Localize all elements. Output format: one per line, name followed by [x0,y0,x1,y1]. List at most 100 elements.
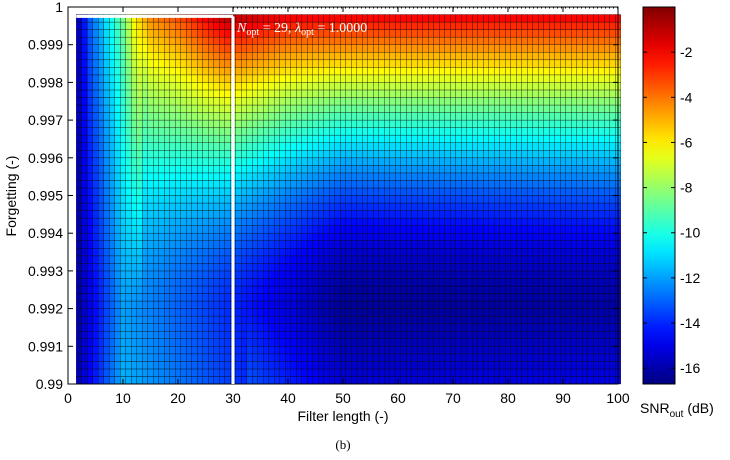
heatmap-cell [428,293,434,302]
heatmap-cell [296,293,302,302]
heatmap-cell [252,157,258,166]
heatmap-cell [120,51,126,61]
heatmap-cell [136,82,143,91]
heatmap-cell [373,225,379,234]
heatmap-cell [400,361,407,370]
heatmap-cell [208,127,214,136]
heatmap-cell [307,217,313,226]
heatmap-cell [340,368,346,377]
heatmap-cell [549,232,555,241]
heatmap-cell [406,51,412,61]
heatmap-cell [213,353,220,362]
heatmap-cell [296,165,302,174]
heatmap-cell [257,180,264,189]
heatmap-cell [538,165,544,174]
heatmap-cell [532,255,539,264]
heatmap-cell [417,248,423,257]
heatmap-cell [334,187,341,196]
heatmap-cell [98,217,104,226]
heatmap-cell [505,368,511,377]
heatmap-cell [131,323,137,332]
heatmap-cell [235,300,242,309]
heatmap-cell [241,232,247,241]
heatmap-cell [433,36,440,45]
heatmap-cell [202,376,209,385]
heatmap-cell [439,346,445,355]
heatmap-cell [252,217,258,226]
heatmap-cell [395,127,401,136]
heatmap-cell [136,232,143,241]
heatmap-cell [81,376,88,385]
heatmap-cell [587,82,594,91]
heatmap-cell [158,353,165,362]
heatmap-cell [153,255,159,264]
heatmap-cell [373,293,379,302]
heatmap-cell [246,240,253,249]
heatmap-cell [197,330,203,340]
heatmap-cell [191,89,198,98]
heatmap-cell [444,142,451,151]
heatmap-cell [554,270,561,279]
heatmap-cell [285,134,291,143]
heatmap-cell [351,36,357,45]
heatmap-cell [439,361,445,370]
heatmap-cell [455,248,462,257]
heatmap-cell [235,89,242,98]
heatmap-cell [461,285,467,294]
heatmap-cell [461,232,467,241]
heatmap-cell [142,67,148,76]
heatmap-cell [373,119,379,128]
heatmap-cell [296,97,302,106]
heatmap-cell [455,323,462,332]
heatmap-cell [367,150,374,159]
heatmap-cell [505,74,511,83]
heatmap-cell [593,323,599,332]
heatmap-cell [120,323,126,332]
heatmap-cell [598,361,605,370]
heatmap-cell [252,361,258,370]
heatmap-cell [598,338,605,347]
heatmap-cell [98,172,104,181]
heatmap-cell [373,202,379,211]
heatmap-cell [455,44,462,53]
heatmap-cell [323,202,330,211]
heatmap-cell [609,308,616,317]
heatmap-cell [224,217,231,226]
heatmap-cell [587,232,594,241]
heatmap-cell [461,150,467,159]
heatmap-cell [131,157,137,166]
heatmap-cell [406,376,412,385]
heatmap-cell [593,278,599,287]
heatmap-cell [587,29,594,38]
heatmap-cell [268,157,275,166]
heatmap-cell [609,270,616,279]
heatmap-cell [609,263,616,272]
heatmap-cell [356,157,363,166]
heatmap-cell [433,74,440,83]
heatmap-cell [246,315,253,324]
heatmap-cell [565,270,572,279]
heatmap-cell [186,195,192,204]
heatmap-cell [395,240,401,249]
heatmap-cell [153,278,159,287]
heatmap-cell [417,202,423,211]
heatmap-cell [76,134,82,143]
heatmap-cell [312,368,319,377]
heatmap-cell [235,346,242,355]
heatmap-cell [516,225,522,234]
heatmap-cell [433,202,440,211]
heatmap-cell [477,376,484,385]
heatmap-cell [532,97,539,106]
heatmap-cell [76,293,82,302]
heatmap-cell [345,74,352,83]
heatmap-cell [411,293,418,302]
heatmap-cell [466,255,473,264]
heatmap-cell [164,29,170,38]
heatmap-cell [593,368,599,377]
heatmap-cell [153,293,159,302]
heatmap-cell [103,346,110,355]
heatmap-cell [87,270,93,279]
heatmap-cell [307,67,313,76]
heatmap-cell [268,278,275,287]
heatmap-cell [516,330,522,340]
